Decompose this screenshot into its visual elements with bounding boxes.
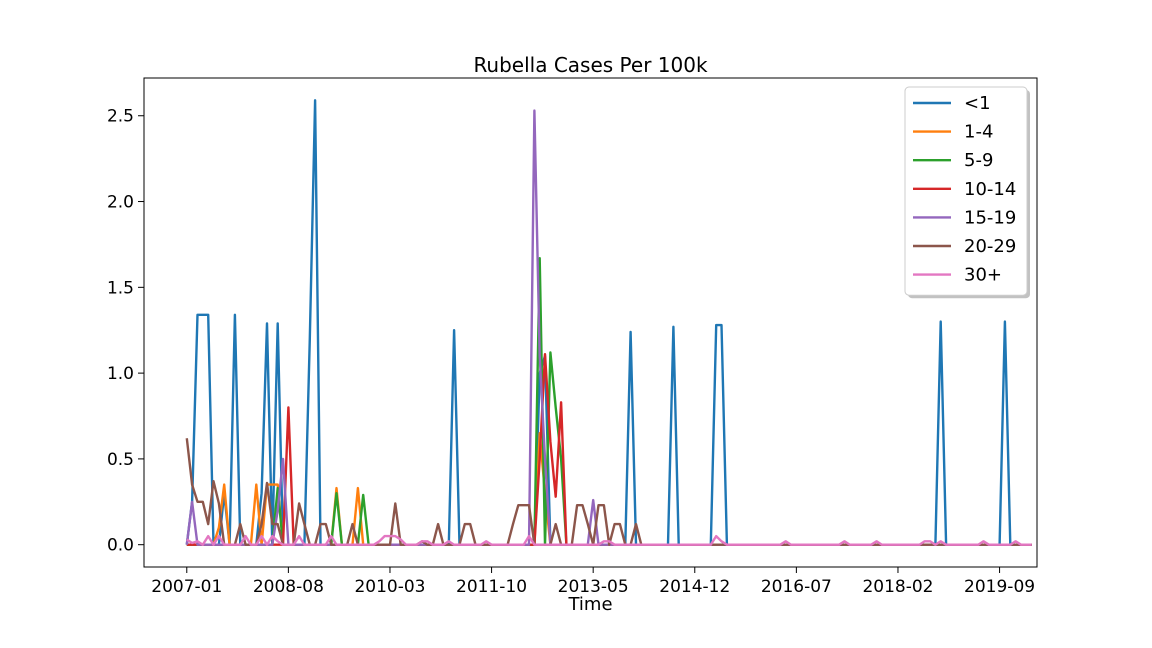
x-tick-label: 2007-01: [151, 577, 222, 597]
series-line-6: [186, 534, 1032, 546]
x-tick-label: 2013-05: [558, 577, 629, 597]
x-tick-label: 2010-03: [354, 577, 425, 597]
x-tick-label: 2018-02: [862, 577, 933, 597]
y-tick-label: 1.0: [107, 364, 134, 384]
chart-title: Rubella Cases Per 100k: [473, 53, 708, 77]
y-axis: 0.0 0.5 1.0 1.5 2.0 2.5: [107, 107, 144, 556]
x-axis-label: Time: [567, 594, 612, 615]
plot-frame: [143, 77, 1038, 568]
series-line-1: [186, 432, 1032, 546]
x-tick-label: 2019-09: [964, 577, 1035, 597]
legend: <1 1-4 5-9 10-14 15-19 20-29 30+: [904, 86, 1030, 299]
legend-label: 30+: [964, 265, 1002, 286]
y-tick-label: 0.5: [107, 450, 134, 470]
y-tick-label: 2.0: [107, 193, 134, 213]
legend-label: 1-4: [964, 122, 993, 143]
x-tick-label: 2016-07: [761, 577, 832, 597]
x-tick-label: 2008-08: [253, 577, 324, 597]
legend-box: [904, 86, 1028, 296]
y-tick-label: 2.5: [107, 107, 134, 127]
x-tick-label: 2014-12: [659, 577, 730, 597]
series-layer: [185, 99, 1032, 546]
series-line-3: [186, 353, 1032, 546]
legend-label: <1: [964, 93, 991, 114]
legend-label: 5-9: [964, 150, 993, 171]
legend-label: 15-19: [964, 207, 1016, 228]
series-line-2: [186, 257, 1032, 546]
legend-label: 20-29: [964, 236, 1016, 257]
legend-label: 10-14: [964, 179, 1016, 200]
y-tick-label: 0.0: [107, 536, 134, 556]
y-tick-label: 1.5: [107, 278, 134, 298]
x-axis: 2007-01 2008-08 2010-03 2011-10 2013-05 2014-…: [151, 567, 1035, 597]
series-line-5: [185, 438, 1032, 546]
x-tick-label: 2011-10: [456, 577, 527, 597]
